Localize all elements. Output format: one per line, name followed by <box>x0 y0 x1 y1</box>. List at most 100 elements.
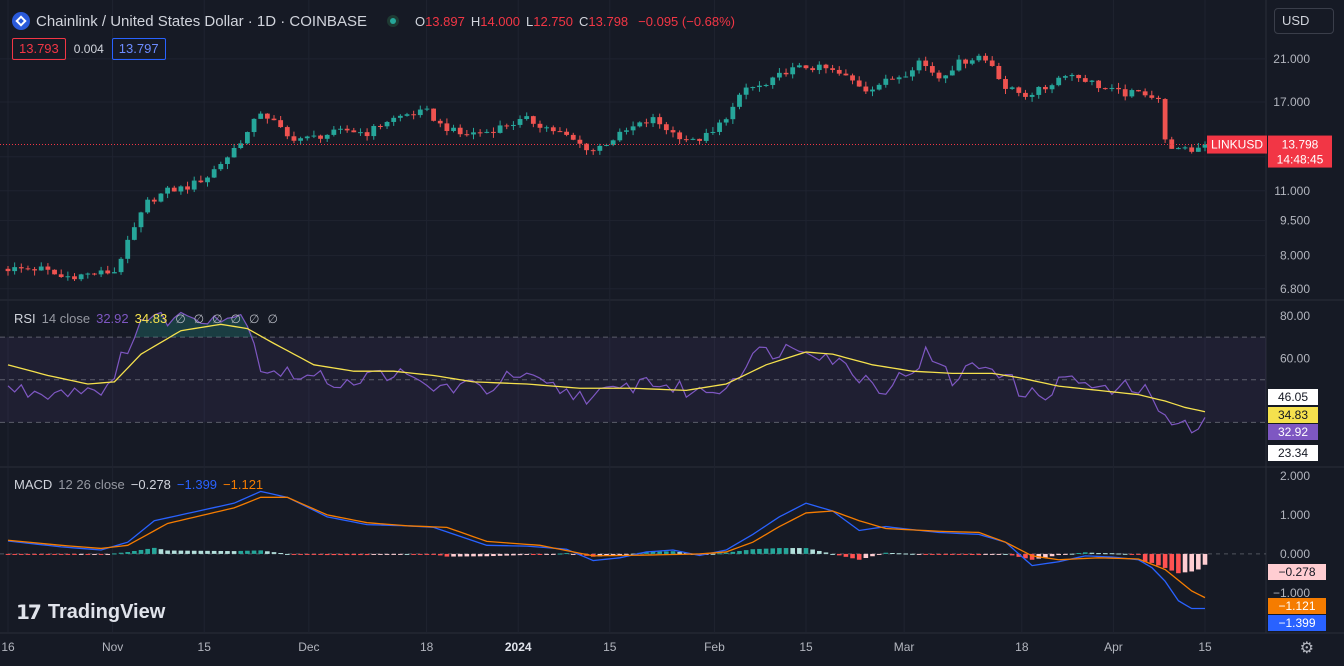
macd-histogram-bar <box>870 553 875 557</box>
macd-histogram-bar <box>1176 553 1181 574</box>
macd-histogram-bar <box>1189 553 1194 572</box>
candle-body <box>650 117 656 124</box>
macd-histogram-bar <box>205 550 210 554</box>
x-tick-label: 16 <box>1 640 15 654</box>
macd-params: 12 26 close <box>58 477 125 492</box>
candle-body <box>131 227 137 240</box>
rsi-tag-bg <box>1268 445 1318 461</box>
candle-body <box>816 64 822 71</box>
rsi-tag: 46.05 <box>1278 390 1308 404</box>
macd-histogram-bar <box>497 553 503 556</box>
candle-body <box>251 118 257 133</box>
candle-body <box>770 77 776 86</box>
candle-body <box>670 130 676 133</box>
candle-body <box>570 134 576 140</box>
candle-body <box>437 120 443 124</box>
high-label: H <box>470 13 481 29</box>
price-candles[interactable] <box>0 53 1266 282</box>
rsi-overbought-fill <box>121 312 261 338</box>
candle-body <box>304 136 310 139</box>
macd-hist-value: −0.278 <box>130 477 171 492</box>
buy-button[interactable]: 13.797 <box>111 38 166 60</box>
macd-histogram-bar <box>471 553 476 557</box>
macd-histogram-bar <box>644 552 649 554</box>
currency-button[interactable]: USD <box>1274 8 1334 34</box>
sell-button[interactable]: 13.793 <box>12 38 66 60</box>
macd-histogram-bar <box>444 553 450 557</box>
macd-histogram-bar <box>684 553 689 555</box>
candle-body <box>351 130 357 133</box>
macd-histogram-bar <box>604 553 609 557</box>
candle-body <box>923 60 929 67</box>
candle-body <box>896 77 902 80</box>
symbol-title[interactable]: Chainlink / United States Dollar · 1D · … <box>36 12 367 30</box>
candle-body <box>264 113 270 119</box>
macd-histogram-bar <box>85 553 91 555</box>
spread-value: 0.004 <box>73 42 104 56</box>
macd-histogram-bar <box>730 551 736 554</box>
macd-histogram-bar <box>750 549 756 554</box>
rsi-tag: 32.92 <box>1278 425 1308 439</box>
rsi-value: 32.92 <box>96 311 129 326</box>
macd-histogram-bar <box>1009 553 1015 556</box>
macd-histogram-bar <box>318 553 323 555</box>
macd-histogram-bar <box>969 553 975 555</box>
candle-body <box>910 70 915 77</box>
rsi-pane[interactable] <box>7 311 1206 434</box>
candle-body <box>1023 92 1028 97</box>
open-label: O <box>414 13 426 29</box>
candle-body <box>836 69 842 74</box>
candle-body <box>25 268 31 270</box>
macd-pane[interactable] <box>0 490 1266 610</box>
macd-histogram-bar <box>517 553 523 556</box>
candle-body <box>703 132 709 141</box>
candle-body <box>185 186 190 190</box>
x-tick-label: 15 <box>198 640 212 654</box>
nan-marker-1: ∅ <box>175 311 186 326</box>
candle-body <box>969 60 975 64</box>
candle-body <box>311 135 317 137</box>
candle-body <box>1195 147 1201 152</box>
candle-body <box>1076 74 1082 79</box>
macd-histogram-bar <box>531 553 536 555</box>
macd-histogram-bar <box>856 553 862 560</box>
candle-body <box>697 138 702 141</box>
macd-histogram-bar <box>58 553 64 555</box>
change-value: −0.095 (−0.68%) <box>638 13 736 29</box>
macd-histogram-bar <box>657 551 662 554</box>
ohlc-values: O13.897 H14.000 L12.750 C13.798 −0.095 (… <box>415 14 735 29</box>
macd-histogram-bar <box>710 553 716 555</box>
candle-body <box>830 68 835 70</box>
rsi-ma-line <box>7 323 1206 413</box>
rsi-ma-value: 34.83 <box>134 311 168 326</box>
macd-histogram-bar <box>185 550 190 554</box>
candle-body <box>963 59 968 64</box>
macd-histogram-bar <box>544 553 549 555</box>
macd-histogram-bar <box>551 553 556 555</box>
candle-body <box>743 87 749 95</box>
candle-body <box>451 127 456 131</box>
macd-histogram-bar <box>763 548 769 554</box>
candle-body <box>949 70 955 76</box>
candle-body <box>557 131 563 133</box>
settings-gear-icon[interactable]: ⚙ <box>1299 640 1314 657</box>
rsi-tag-bg <box>1268 424 1318 440</box>
macd-histogram-bar <box>12 553 17 555</box>
candle-body <box>5 268 11 272</box>
macd-legend[interactable]: MACD 12 26 close −0.278 −1.399 −1.121 <box>14 477 263 492</box>
tradingview-logo[interactable]: 𝟭𝟳 TradingView <box>16 600 165 625</box>
rsi-legend[interactable]: RSI 14 close 32.92 34.83 ∅ ∅ ∅ ∅ ∅ ∅ <box>14 311 278 326</box>
macd-histogram-bar <box>511 553 516 556</box>
macd-histogram-bar <box>1129 553 1135 555</box>
candle-body <box>12 267 18 272</box>
candle-body <box>92 273 97 275</box>
macd-histogram-bar <box>976 553 982 556</box>
macd-histogram-bar <box>610 553 616 556</box>
candle-body <box>876 84 882 90</box>
price-tick-label: 9.500 <box>1280 214 1310 228</box>
close-label: C <box>579 13 589 29</box>
candle-body <box>271 118 277 121</box>
nan-marker-6: ∅ <box>267 311 278 326</box>
candle-body <box>151 199 157 202</box>
